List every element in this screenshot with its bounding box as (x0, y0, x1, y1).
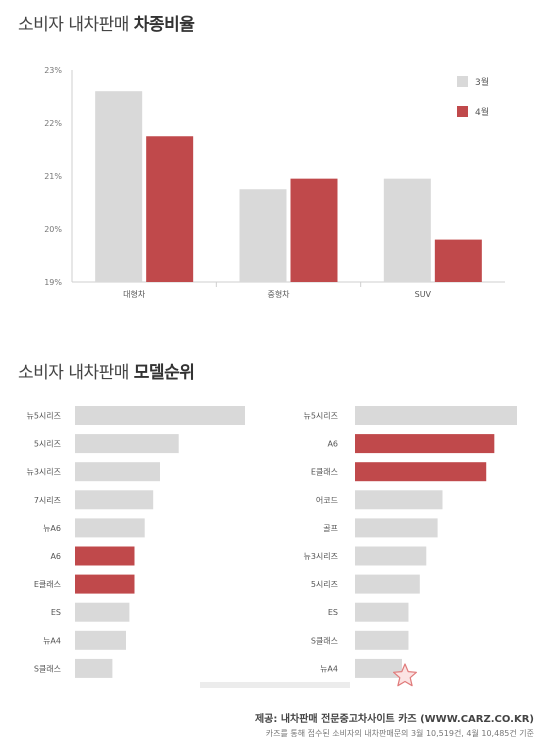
bar-label: 뉴A4 (320, 664, 338, 673)
y-tick-label: 20% (44, 225, 62, 234)
bar-label: 어코드 (316, 495, 338, 505)
legend-swatch (457, 106, 468, 117)
bar (355, 574, 420, 594)
bar-label: 뉴A4 (43, 636, 61, 645)
type-ratio-chart: 19% 20% 21% 22% 23% 대형차 중형차 SUV 3월 4월 (44, 66, 505, 299)
x-tick-label: 대형차 (123, 290, 146, 299)
bar-label: 뉴5시리즈 (26, 412, 61, 421)
star-icon (393, 663, 417, 687)
bar (355, 546, 427, 566)
bar (355, 518, 438, 538)
bar-label: 5시리즈 (34, 440, 61, 449)
legend-label: 3월 (475, 76, 489, 88)
bar-label: 뉴A6 (43, 524, 61, 533)
bar (75, 462, 160, 482)
y-tick-label: 22% (44, 119, 62, 128)
bar-april (146, 136, 194, 282)
bar (355, 630, 409, 650)
bar-march (383, 178, 431, 282)
bar (355, 490, 443, 510)
y-tick-label: 21% (44, 172, 62, 181)
bar-april (434, 239, 482, 282)
bar (75, 630, 126, 650)
y-tick-label: 19% (44, 278, 62, 287)
title-prefix: 소비자 내차판매 (18, 363, 134, 383)
legend-label: 4월 (475, 106, 489, 118)
bar (75, 602, 130, 622)
bar-label: E클래스 (311, 468, 338, 477)
bar (355, 602, 409, 622)
x-tick-label: 중형차 (267, 290, 290, 299)
x-tick-label: SUV (415, 290, 432, 299)
y-tick-label: 23% (44, 66, 62, 75)
title-prefix: 소비자 내차판매 (18, 15, 134, 35)
chart-title-type-ratio: 소비자 내차판매 차종비율 (18, 10, 195, 35)
bar-label: S클래스 (311, 636, 338, 645)
watermark-strip (200, 682, 350, 688)
bar (75, 490, 154, 510)
bar (75, 658, 113, 678)
bar-label: E클래스 (34, 580, 61, 589)
decoration-layer (200, 663, 417, 688)
bar (75, 518, 145, 538)
bar-highlighted (355, 462, 487, 482)
bar-march (239, 189, 287, 282)
bar-highlighted (75, 546, 135, 566)
bar (355, 658, 402, 678)
bar-highlighted (75, 574, 135, 594)
bar-label: 뉴3시리즈 (26, 468, 61, 477)
bar-label: A6 (50, 552, 61, 561)
bar-march (95, 91, 143, 282)
bar (75, 406, 245, 425)
bar-label: ES (51, 608, 61, 617)
bar (355, 406, 517, 425)
bar-label: 뉴5시리즈 (303, 412, 338, 421)
bar-label: 골프 (323, 524, 338, 533)
bar-label: 뉴3시리즈 (303, 552, 338, 561)
title-bold: 모델순위 (133, 363, 195, 383)
legend-swatch (457, 76, 468, 87)
bar-label: S클래스 (34, 664, 61, 673)
bar-label: ES (328, 608, 338, 617)
source-credit: 제공: 내차판매 전문중고차사이트 카즈 (WWW.CARZ.CO.KR) (254, 714, 534, 725)
bar-label: 5시리즈 (311, 580, 338, 589)
bar-label: A6 (327, 440, 338, 449)
chart-title-model-rank: 소비자 내차판매 모델순위 (18, 358, 195, 383)
bar-label: 7시리즈 (34, 496, 61, 505)
bar-april (290, 178, 338, 282)
source-note: 카즈를 통해 접수된 소비자의 내차판매문의 3월 10,519건, 4월 10… (265, 729, 534, 738)
title-bold: 차종비율 (133, 15, 195, 35)
bar-highlighted (355, 434, 495, 454)
bar (75, 434, 179, 454)
